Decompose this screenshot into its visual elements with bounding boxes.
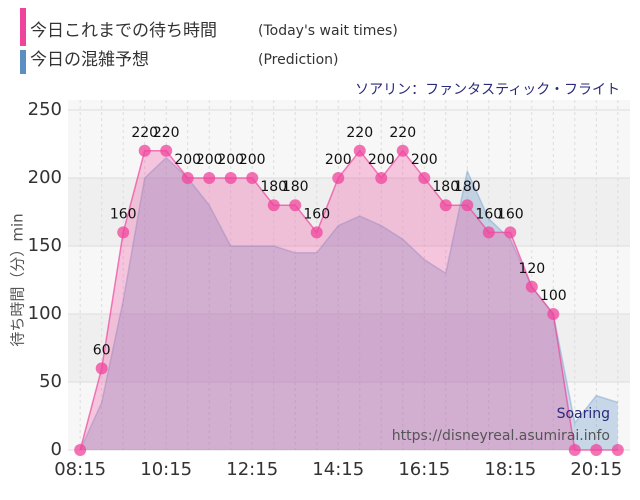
x-tick-label: 14:15 (312, 459, 364, 480)
annotation: https://disneyreal.asumirai.info (392, 428, 610, 444)
data-label: 160 (497, 206, 524, 222)
data-label: 220 (346, 125, 373, 141)
chart-subtitle: ソアリン：ファンタスティック・フライト (355, 82, 620, 98)
point (246, 172, 259, 184)
data-label: 180 (282, 179, 309, 195)
point (310, 226, 323, 239)
point (224, 172, 237, 184)
data-label: 180 (454, 179, 481, 195)
data-label: 200 (174, 152, 201, 168)
point (332, 172, 345, 184)
x-tick-label: 20:15 (570, 459, 622, 480)
point (461, 199, 474, 212)
legend-note: (Prediction) (258, 52, 338, 68)
point (74, 444, 87, 456)
data-label: 180 (432, 179, 459, 195)
x-tick-label: 16:15 (398, 459, 450, 480)
data-label: 160 (110, 206, 137, 222)
point (95, 362, 108, 375)
point (375, 172, 388, 184)
point (138, 144, 151, 157)
point (289, 199, 302, 212)
grid-band (68, 178, 630, 246)
data-label: 200 (411, 152, 438, 168)
point (590, 444, 603, 456)
data-label: 180 (260, 179, 287, 195)
point (181, 172, 194, 184)
point (267, 199, 280, 212)
data-label: 220 (153, 125, 180, 141)
y-axis-label: 待ち時間（分）min (9, 213, 27, 346)
data-label: 160 (303, 206, 330, 222)
data-label: 200 (217, 152, 244, 168)
point (504, 226, 517, 239)
legend-swatch (20, 8, 26, 46)
data-label: 200 (196, 152, 223, 168)
data-label: 220 (389, 125, 416, 141)
point (203, 172, 216, 184)
x-tick-label: 08:15 (54, 459, 106, 480)
data-label: 120 (518, 261, 545, 277)
point (611, 444, 624, 456)
point (568, 444, 581, 456)
point (418, 172, 431, 184)
data-label: 160 (475, 206, 502, 222)
point (117, 226, 130, 239)
data-label: 100 (540, 288, 567, 304)
data-label: 200 (325, 152, 352, 168)
plot-background (68, 100, 630, 450)
y-tick-label: 50 (39, 371, 62, 392)
point (160, 144, 173, 157)
x-tick-label: 12:15 (226, 459, 278, 480)
y-tick-label: 200 (28, 167, 62, 188)
y-tick-label: 100 (28, 303, 62, 324)
y-tick-label: 250 (28, 99, 62, 120)
data-label: 200 (368, 152, 395, 168)
legend-label: 今日の混雑予想 (30, 50, 149, 70)
data-label: 60 (93, 342, 111, 358)
point (353, 144, 366, 157)
legend-label: 今日これまでの待ち時間 (30, 21, 217, 41)
point (396, 144, 409, 157)
point (482, 226, 495, 239)
x-tick-label: 10:15 (140, 459, 192, 480)
y-tick-label: 150 (28, 235, 62, 256)
annotation: Soaring (557, 406, 610, 422)
y-tick-label: 0 (51, 439, 62, 460)
grid-band (68, 314, 630, 382)
point (547, 308, 560, 320)
point (439, 199, 452, 212)
point (525, 280, 538, 293)
x-tick-label: 18:15 (484, 459, 536, 480)
data-label: 220 (131, 125, 158, 141)
data-label: 200 (239, 152, 266, 168)
legend-swatch (20, 50, 26, 74)
legend-note: (Today's wait times) (258, 23, 398, 39)
